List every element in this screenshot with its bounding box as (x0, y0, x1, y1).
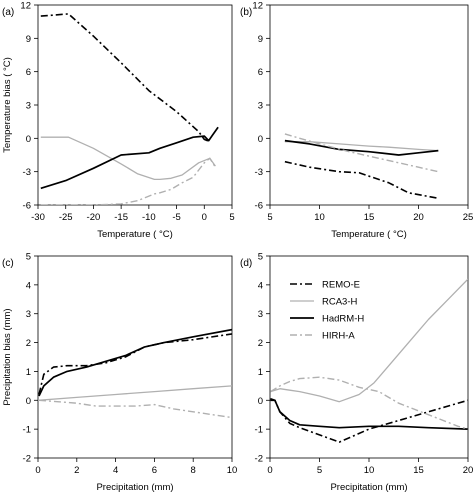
x-tick-label: 5 (317, 465, 322, 476)
series-line-hirh-a (270, 376, 468, 430)
panel-a: (a)-30 -25 -20 -15 -10 -5 0 5-6-3036912Temperat… (2, 1, 235, 241)
series-line-hadrm-h (40, 126, 219, 190)
y-tick-label: -2 (255, 454, 263, 465)
panel-b: (b) 5 10 15 20 25 -6 -3 0 3 6 9 12 Temperature ( °C) (240, 1, 473, 241)
y-tick-label: 1 (26, 367, 31, 378)
y-tick-label: 3 (26, 309, 31, 320)
panel-label: (d) (240, 258, 252, 269)
y-tick-label: 12 (252, 1, 263, 12)
x-tick-label: 15 (413, 465, 424, 476)
x-tick-label: -30 (31, 212, 45, 223)
series-line-remo-e (270, 399, 468, 443)
x-tick-label: 15 (364, 212, 375, 223)
y-tick-label: 5 (26, 252, 31, 263)
series-line-hirh-a (40, 157, 216, 205)
y-tick-label: 3 (26, 101, 31, 112)
y-tick-label: 2 (258, 338, 263, 349)
y-tick-label: 3 (258, 309, 263, 320)
y-tick-label: -2 (23, 454, 31, 465)
x-tick-label: 2 (74, 465, 79, 476)
y-tick-label: 4 (258, 280, 263, 291)
series-line-remo-e (40, 13, 211, 143)
y-tick-label: 9 (258, 34, 263, 45)
series-line-rca3-h (270, 278, 468, 403)
panel-c: (c) 0 2 4 6 8 10 -2 -1 0 1 2 3 4 5 Precipitation (mm) Pr… (2, 252, 237, 494)
x-tick-label: 0 (267, 465, 272, 476)
y-tick-label: 1 (258, 367, 263, 378)
legend-label: REMO-E (322, 280, 360, 291)
panel-d: (d) 0 5 10 15 20 -2 -1 0 1 2 3 4 5 Precipitation (mm) (240, 252, 473, 494)
y-tick-label: -3 (23, 167, 31, 178)
plot-frame (269, 4, 469, 206)
x-tick-label: 0 (202, 212, 207, 223)
x-axis-label: Precipitation (mm) (330, 482, 407, 493)
panel-label: (c) (2, 258, 14, 269)
legend-label: HIRH-A (322, 331, 355, 342)
y-tick-label: 0 (258, 134, 263, 145)
series-line-hirh-a (38, 399, 232, 419)
x-tick-label: 5 (267, 212, 272, 223)
x-tick-label: 20 (413, 212, 424, 223)
series-line-rca3-h (40, 136, 216, 181)
panel-label: (b) (240, 7, 252, 18)
y-tick-label: 9 (26, 34, 31, 45)
y-tick-label: -6 (255, 201, 263, 212)
plot-frame (37, 4, 233, 206)
y-tick-label: -6 (23, 201, 31, 212)
x-tick-label: 4 (113, 465, 118, 476)
y-tick-label: 6 (26, 67, 31, 78)
x-axis-label: Precipitation (mm) (96, 482, 173, 493)
legend-label: RCA3-H (322, 297, 358, 308)
series-line-hirh-a (284, 133, 439, 173)
series-line-hadrm-h (38, 328, 232, 397)
x-tick-label: 8 (191, 465, 196, 476)
x-tick-label: 10 (314, 212, 325, 223)
y-tick-label: -3 (255, 167, 263, 178)
x-tick-label: 25 (463, 212, 474, 223)
series-line-rca3-h (38, 385, 232, 401)
x-tick-label: -10 (142, 212, 156, 223)
series-line-remo-e (38, 333, 232, 395)
y-tick-label: 3 (258, 101, 263, 112)
x-tick-label: -5 (172, 212, 180, 223)
legend: REMO-E RCA3-H HadRM-H HIRH-A (290, 280, 364, 342)
x-tick-label: -15 (114, 212, 128, 223)
series-line-hadrm-h (284, 139, 439, 156)
y-tick-label: 0 (26, 134, 31, 145)
y-tick-label: 5 (258, 252, 263, 263)
y-axis-label: Temperature bias ( °C) (2, 57, 13, 153)
series-line-remo-e (284, 160, 439, 200)
panel-label: (a) (2, 7, 14, 18)
plot-frame (37, 255, 233, 459)
y-tick-label: 12 (20, 1, 31, 12)
series-line-hadrm-h (270, 397, 468, 430)
x-tick-label: -20 (87, 212, 101, 223)
x-tick-label: 10 (364, 465, 375, 476)
x-tick-label: 20 (463, 465, 474, 476)
x-axis-label: Temperature ( °C) (97, 229, 173, 240)
y-tick-label: 0 (258, 396, 263, 407)
y-tick-label: 0 (26, 396, 31, 407)
y-tick-label: -1 (255, 425, 263, 436)
x-tick-label: 10 (227, 465, 238, 476)
x-axis-label: Temperature ( °C) (331, 229, 407, 240)
x-tick-label: -25 (59, 212, 73, 223)
y-tick-label: 6 (258, 67, 263, 78)
y-tick-label: 4 (26, 280, 31, 291)
x-tick-label: 5 (229, 212, 234, 223)
x-tick-label: 6 (152, 465, 157, 476)
x-tick-label: 0 (35, 465, 40, 476)
y-tick-label: -1 (23, 425, 31, 436)
y-axis-label: Precipitation bias (mm) (2, 308, 13, 405)
y-tick-label: 2 (26, 338, 31, 349)
legend-label: HadRM-H (322, 314, 364, 325)
